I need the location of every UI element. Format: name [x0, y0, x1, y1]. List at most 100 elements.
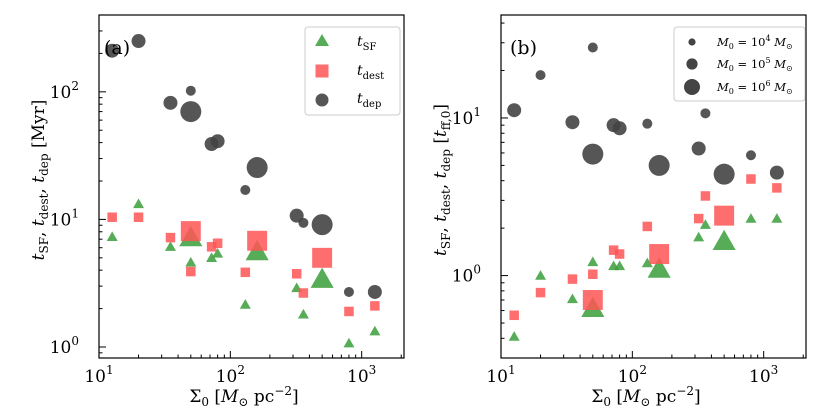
panel-b-tdep-point-7 [642, 118, 653, 129]
legend-tSF-label: tSF [357, 34, 376, 53]
panel-b-tdest-point-5 [608, 245, 619, 255]
legend-mass-1e4-marker [688, 38, 696, 46]
panel-a-ytick-label-0: 100 [50, 334, 79, 358]
panel-a-tdep-point-1 [131, 34, 146, 49]
panel-a-tSF-point-12 [343, 337, 355, 348]
panel-b-tdep-point-0 [507, 103, 522, 118]
panel-a-tdep-point-2 [163, 95, 178, 110]
panel-b-tdep-point-9 [691, 141, 706, 156]
panel-a-tdest-point-5 [206, 242, 217, 252]
panel-a-legend-box [304, 26, 401, 116]
panel-b-tdest-point-13 [772, 183, 782, 193]
panel-b-tSF-point-10 [699, 219, 711, 229]
panel-b: 101 102 103 100 101 (b) M0 = 104 M⊙ M0 = 105… [452, 14, 807, 387]
panel-b-tdest-point-8 [649, 244, 670, 265]
panel-b-legend-box [673, 26, 806, 102]
panel-b-tSF-point-2 [566, 293, 578, 304]
panel-b-tdest-point-3 [582, 290, 603, 310]
panel-b-tdep-point-11 [713, 163, 735, 185]
panel-a-label: (a) [104, 37, 130, 59]
panel-a-xlabel: Σ0 [M⊙ pc−2] [189, 384, 298, 409]
panel-a-tdest-point-2 [165, 232, 176, 243]
panel-a-tdep-point-10 [298, 217, 309, 228]
panel-a-tSF-point-13 [369, 325, 381, 336]
panel-b-tSF-point-13 [771, 213, 783, 223]
panel-a-tSF-point-5 [206, 252, 218, 262]
panel-b-frame [500, 14, 807, 359]
panel-a-tSF-point-4 [185, 256, 197, 267]
panel-a-ytick-label-1: 101 [50, 206, 79, 230]
panel-a-tSF-point-11 [310, 267, 334, 288]
panel-b-label: (b) [510, 37, 537, 59]
panel-b-tSF-point-4 [587, 256, 599, 267]
panel-b-tdest-point-4 [588, 269, 598, 279]
panel-b-tdest-point-11 [714, 205, 735, 226]
panel-b-xtick-label-2: 103 [749, 363, 778, 387]
panel-a-tdest-point-6 [212, 238, 223, 249]
panel-b-tdep-point-4 [587, 42, 598, 53]
panel-b-xlabel: Σ0 [M⊙ pc−2] [591, 384, 700, 409]
panel-a-tdest-point-4 [186, 266, 196, 277]
panel-a-tdep-point-7 [240, 185, 251, 196]
panel-b-tdep-point-10 [700, 108, 711, 119]
panel-a-xtick-label-2: 103 [347, 363, 376, 387]
legend-tdest-label: tdest [357, 63, 384, 82]
panel-a-tSF-point-7 [239, 299, 251, 309]
panel-b-tdep-point-12 [745, 150, 756, 161]
panel-b-legend: M0 = 104 M⊙ M0 = 105 M⊙ M0 = 106 M⊙ [673, 26, 806, 102]
panel-a-tdep-point-3 [180, 101, 202, 123]
panel-a-legend: tSF tdest tdep [304, 26, 401, 116]
panel-b-tSF-point-0 [508, 331, 520, 341]
legend-mass-1e5-label: M0 = 105 M⊙ [716, 56, 793, 73]
legend-mass-1e4-label: M0 = 104 M⊙ [716, 34, 793, 51]
panel-b-tSF-point-8 [647, 257, 671, 278]
panel-b-tdep-point-2 [565, 115, 580, 130]
panel-b-tdest-point-2 [567, 274, 578, 284]
panel-b-tdep-point-3 [582, 143, 604, 165]
panel-a-tdep-point-6 [210, 134, 225, 149]
legend-tdep-marker [315, 93, 329, 107]
panel-a-tdest-point-9 [291, 269, 302, 279]
panel-b-tdep-point-8 [648, 154, 670, 176]
panel-a-ytick-label-2: 102 [50, 79, 79, 103]
panel-b-tSF-point-7 [641, 257, 653, 268]
panel-b-ticks: 101 102 103 100 101 [452, 22, 804, 387]
panel-a-tdest-point-10 [298, 288, 309, 298]
legend-tSF-marker [315, 34, 329, 46]
legend-mass-1e6-marker [684, 79, 700, 95]
panel-b-tdest-point-0 [509, 310, 519, 321]
panel-b-xtick-label-1: 102 [618, 363, 647, 387]
panel-b-tdest-point-1 [535, 287, 546, 298]
panel-a-xtick-label-1: 102 [216, 363, 245, 387]
panel-b-tSF-point-1 [535, 270, 547, 280]
panel-b-tSF-point-6 [614, 260, 626, 271]
panel-a-tdest-point-3 [180, 221, 201, 242]
panel-a-tSF-point-1 [133, 198, 145, 209]
legend-tdest-marker [315, 64, 329, 78]
panel-a-frame [98, 14, 405, 359]
panel-a-tdest-point-11 [312, 247, 333, 268]
panel-b-tdep-point-1 [535, 70, 546, 81]
panel-b-tdep-point-13 [769, 165, 784, 180]
legend-mass-1e6-label: M0 = 106 M⊙ [716, 79, 793, 96]
legend-mass-1e5-marker [686, 58, 698, 70]
panel-a-tdep-point-13 [367, 284, 382, 299]
panel-a-ylabel: tSF, tdest, tdep [Myr] [29, 100, 51, 261]
panel-b-tdest-point-10 [700, 191, 711, 201]
panel-a-tdep-point-11 [311, 214, 333, 236]
panel-a-tdest-point-12 [344, 306, 354, 317]
panel-a-tdest-point-13 [370, 301, 380, 311]
panel-a-tSF-point-6 [212, 248, 224, 258]
panel-b-ytick-label-1: 101 [452, 105, 481, 129]
panel-b-tdest-point-7 [642, 221, 653, 232]
panel-b-ytick-label-0: 100 [452, 263, 481, 287]
panel-a-tdep-point-8 [246, 157, 268, 179]
panel-a-tdest-point-1 [133, 212, 144, 222]
panel-a-tdep-point-4 [185, 85, 196, 96]
panel-a-tdest-point-8 [247, 230, 268, 251]
panel-a-tSF-point-0 [106, 231, 118, 241]
panel-a-xtick-label-0: 101 [84, 363, 113, 387]
